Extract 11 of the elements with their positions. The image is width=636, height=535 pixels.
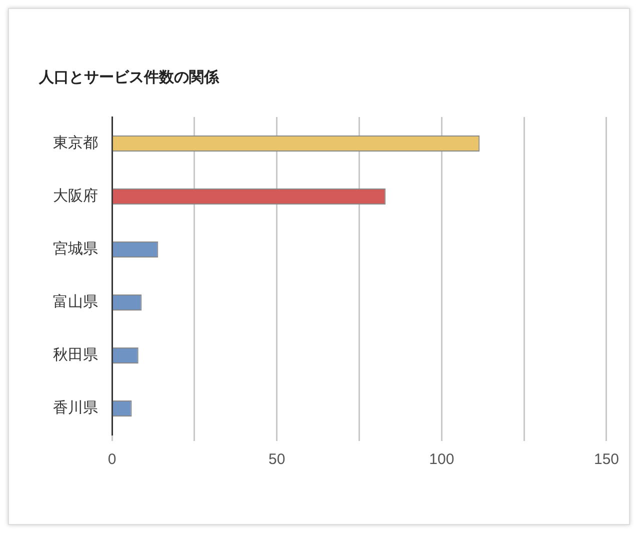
x-tick-label: 50 [268,451,286,468]
y-tick-label: 秋田県 [53,345,98,364]
x-tick-label: 0 [108,451,116,468]
y-tick-label: 香川県 [53,398,98,416]
x-tick-label: 100 [429,451,454,468]
y-tick-label: 富山県 [53,292,98,310]
x-tick-label: 150 [594,451,619,468]
y-tick-label: 宮城県 [53,239,98,258]
y-tick-label: 大阪府 [53,186,98,204]
y-tick-label: 東京都 [53,133,98,152]
chart-title: 人口とサービス件数の関係 [38,68,220,86]
